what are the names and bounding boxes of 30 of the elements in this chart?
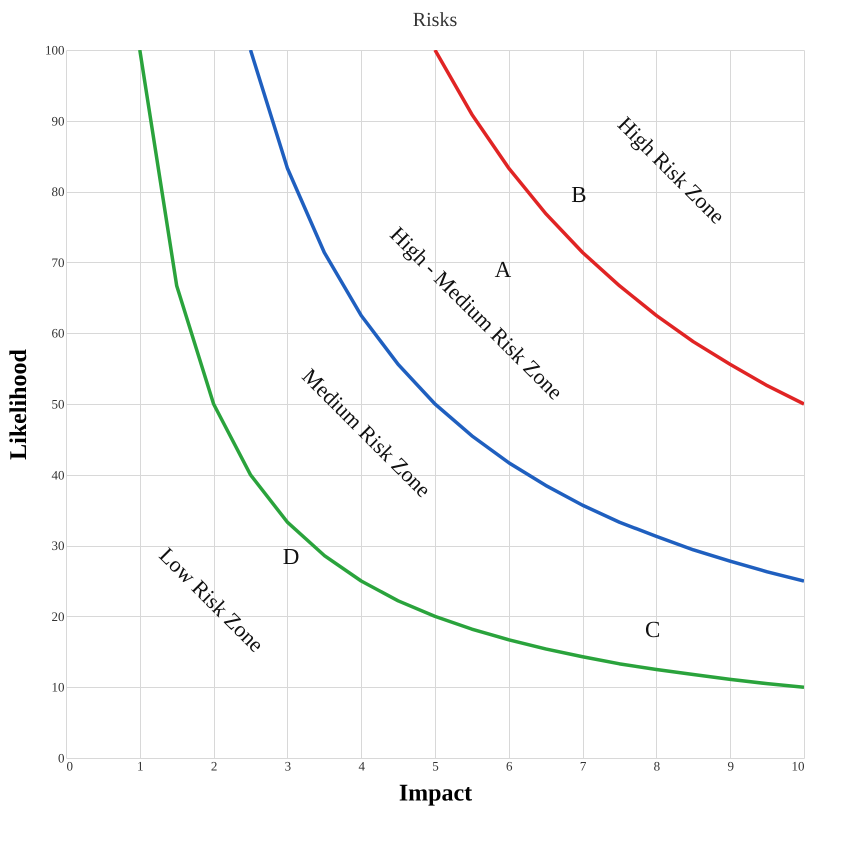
y-tick-label: 50 bbox=[52, 396, 64, 412]
line-series bbox=[248, 50, 804, 583]
x-tick-label: 6 bbox=[506, 758, 514, 774]
y-tick-label: 70 bbox=[52, 254, 64, 270]
y-tick-label: 90 bbox=[52, 113, 64, 128]
chart-title: Risks bbox=[412, 9, 458, 31]
x-tick-label: 3 bbox=[284, 758, 292, 774]
x-axis-title: Impact bbox=[398, 780, 472, 806]
x-tick-label: 9 bbox=[727, 758, 734, 774]
x-tick-label: 1 bbox=[137, 758, 144, 774]
x-tick-label: 4 bbox=[358, 758, 366, 774]
annotation: A bbox=[494, 257, 512, 282]
y-tick-label: 100 bbox=[45, 42, 64, 58]
x-tick-label: 10 bbox=[792, 758, 804, 774]
annotation: C bbox=[645, 616, 660, 642]
annotation: D bbox=[282, 544, 300, 569]
y-tick-label: 60 bbox=[52, 326, 64, 341]
y-tick-label: 80 bbox=[52, 184, 64, 200]
y-tick-label: 30 bbox=[52, 538, 64, 554]
y-tick-label: 10 bbox=[52, 680, 64, 695]
x-tick-label: 8 bbox=[654, 758, 660, 774]
y-tick-label: 40 bbox=[52, 467, 64, 482]
y-axis-title: Likelihood bbox=[6, 348, 32, 460]
x-tick-label: 7 bbox=[580, 758, 587, 774]
line-series bbox=[138, 50, 804, 689]
line-series bbox=[433, 50, 804, 406]
annotation: B bbox=[571, 182, 587, 208]
y-tick-label: 20 bbox=[52, 608, 64, 624]
x-tick-label: 5 bbox=[432, 758, 439, 774]
x-tick-label: 2 bbox=[210, 758, 218, 774]
